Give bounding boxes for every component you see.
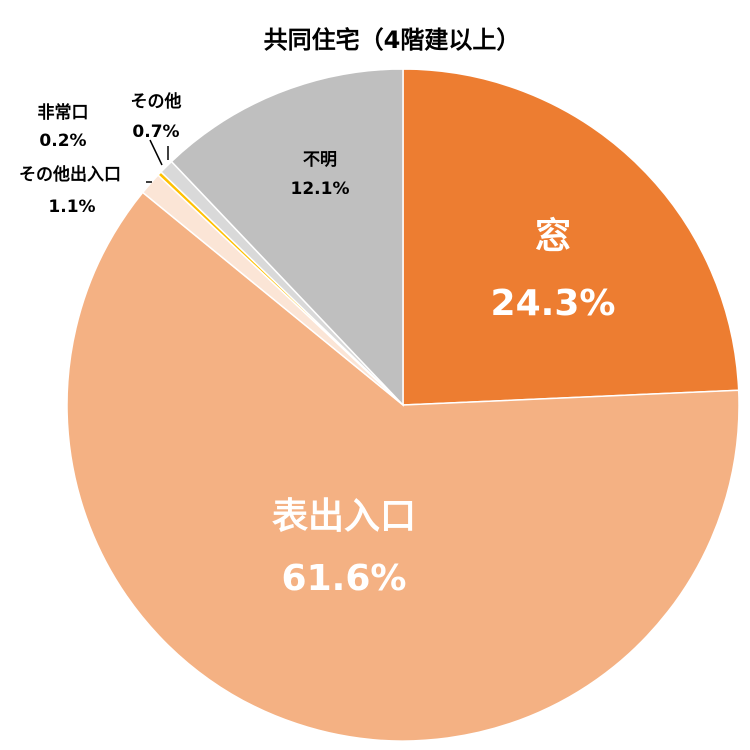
slice-label-front-entrance: 表出入口 bbox=[272, 496, 416, 537]
slice-label-other-entrance: その他出入口 bbox=[19, 164, 121, 185]
slice-label-window: 窓 bbox=[535, 216, 571, 257]
pie-slices bbox=[66, 68, 740, 742]
slice-value-emergency-exit: 0.2% bbox=[39, 131, 86, 151]
chart-title: 共同住宅（4階建以上） bbox=[264, 26, 521, 54]
slice-label-other: その他 bbox=[131, 91, 182, 112]
slice-label-emergency-exit: 非常口 bbox=[38, 102, 89, 123]
slice-value-window: 24.3% bbox=[491, 283, 616, 324]
slice-value-front-entrance: 61.6% bbox=[282, 558, 407, 599]
slice-value-unknown: 12.1% bbox=[291, 179, 350, 199]
slice-unknown bbox=[170, 68, 404, 407]
slice-window bbox=[402, 68, 740, 406]
leader-line-emergency-exit bbox=[149, 139, 163, 166]
slice-front-entrance bbox=[66, 191, 740, 742]
slice-label-unknown: 不明 bbox=[303, 150, 337, 170]
slice-value-other: 0.7% bbox=[132, 122, 179, 142]
slice-value-other-entrance: 1.1% bbox=[48, 197, 95, 217]
leader-lines bbox=[146, 139, 169, 183]
